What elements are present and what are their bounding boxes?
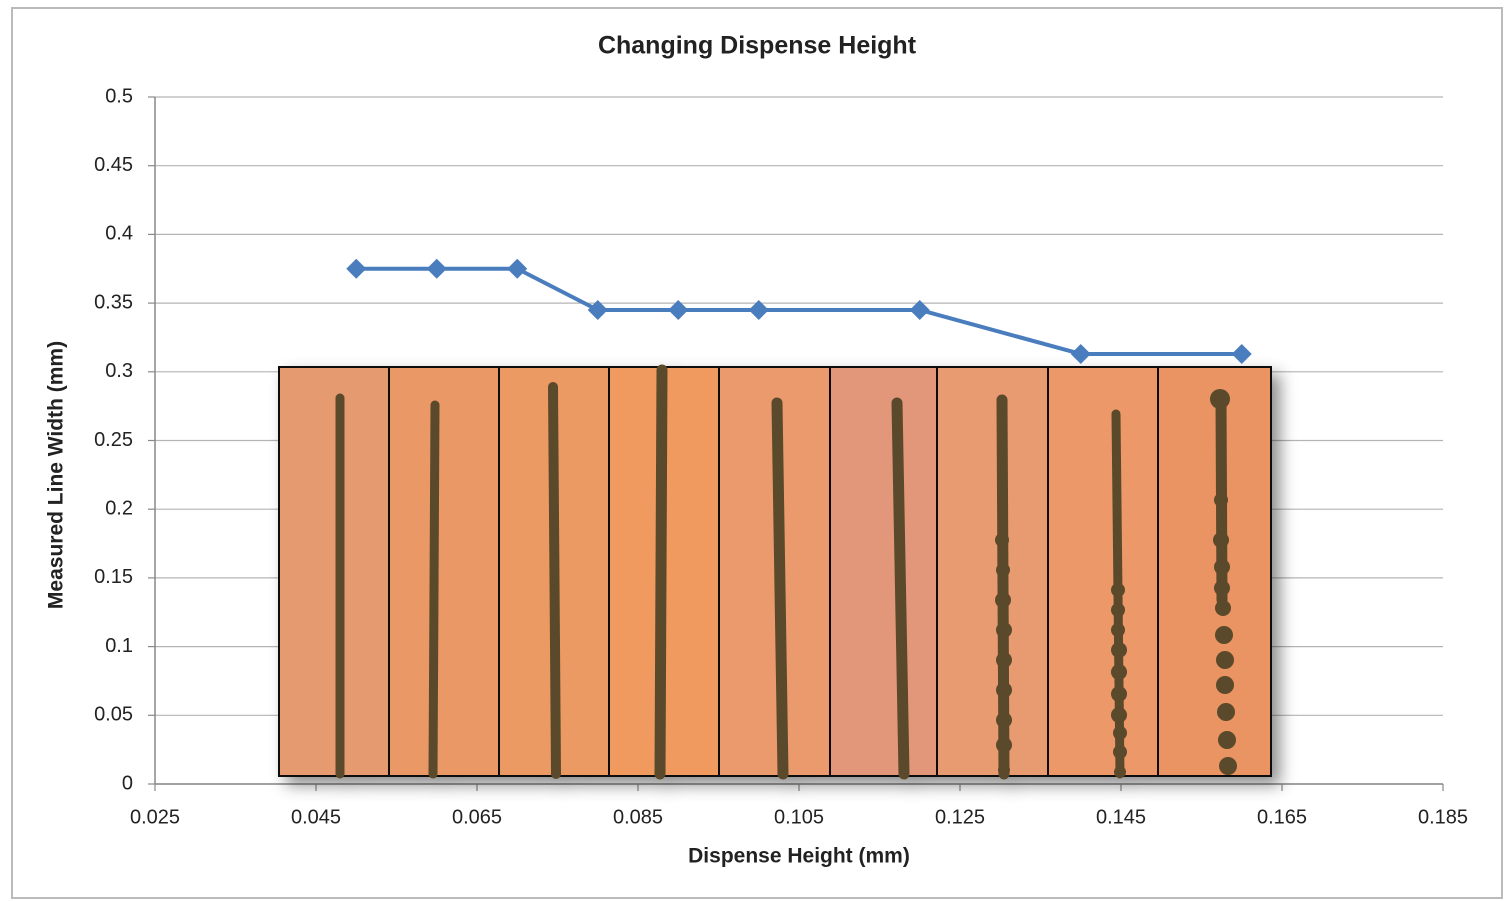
data-marker: [1231, 343, 1252, 364]
y-tick-label: 0.1: [105, 635, 133, 657]
y-tick-label: 0.4: [105, 223, 133, 245]
y-tick-label: 0.3: [105, 360, 133, 382]
x-tick-label: 0.065: [452, 806, 502, 828]
x-tick-label: 0.025: [130, 806, 180, 828]
x-tick-label: 0.145: [1096, 806, 1146, 828]
x-tick-label: 0.125: [935, 806, 985, 828]
x-tick-label: 0.045: [291, 806, 341, 828]
y-tick-label: 0.45: [94, 154, 133, 176]
x-tick-label: 0.085: [613, 806, 663, 828]
data-marker: [587, 299, 608, 320]
x-axis-title: Dispense Height (mm): [688, 845, 910, 868]
y-tick-label: 0.05: [94, 704, 133, 726]
y-tick-label: 0.15: [94, 566, 133, 588]
data-marker: [426, 258, 447, 279]
chart-title: Changing Dispense Height: [598, 32, 917, 60]
y-tick-label: 0.25: [94, 429, 133, 451]
sample-photos: [278, 364, 1272, 780]
data-marker: [909, 299, 930, 320]
x-tick-label: 0.165: [1257, 806, 1307, 828]
data-marker: [346, 258, 367, 279]
data-marker: [668, 299, 689, 320]
y-tick-label: 0.2: [105, 497, 133, 519]
y-tick-label: 0.5: [105, 85, 133, 107]
y-tick-label: 0.35: [94, 291, 133, 313]
x-tick-label: 0.185: [1418, 806, 1468, 828]
y-tick-label: 0: [122, 772, 133, 794]
data-marker: [507, 258, 528, 279]
plot: [346, 258, 1252, 364]
data-marker: [748, 299, 769, 320]
y-axis-title: Measured Line Width (mm): [45, 341, 68, 609]
data-marker: [1070, 343, 1091, 364]
x-tick-label: 0.105: [774, 806, 824, 828]
